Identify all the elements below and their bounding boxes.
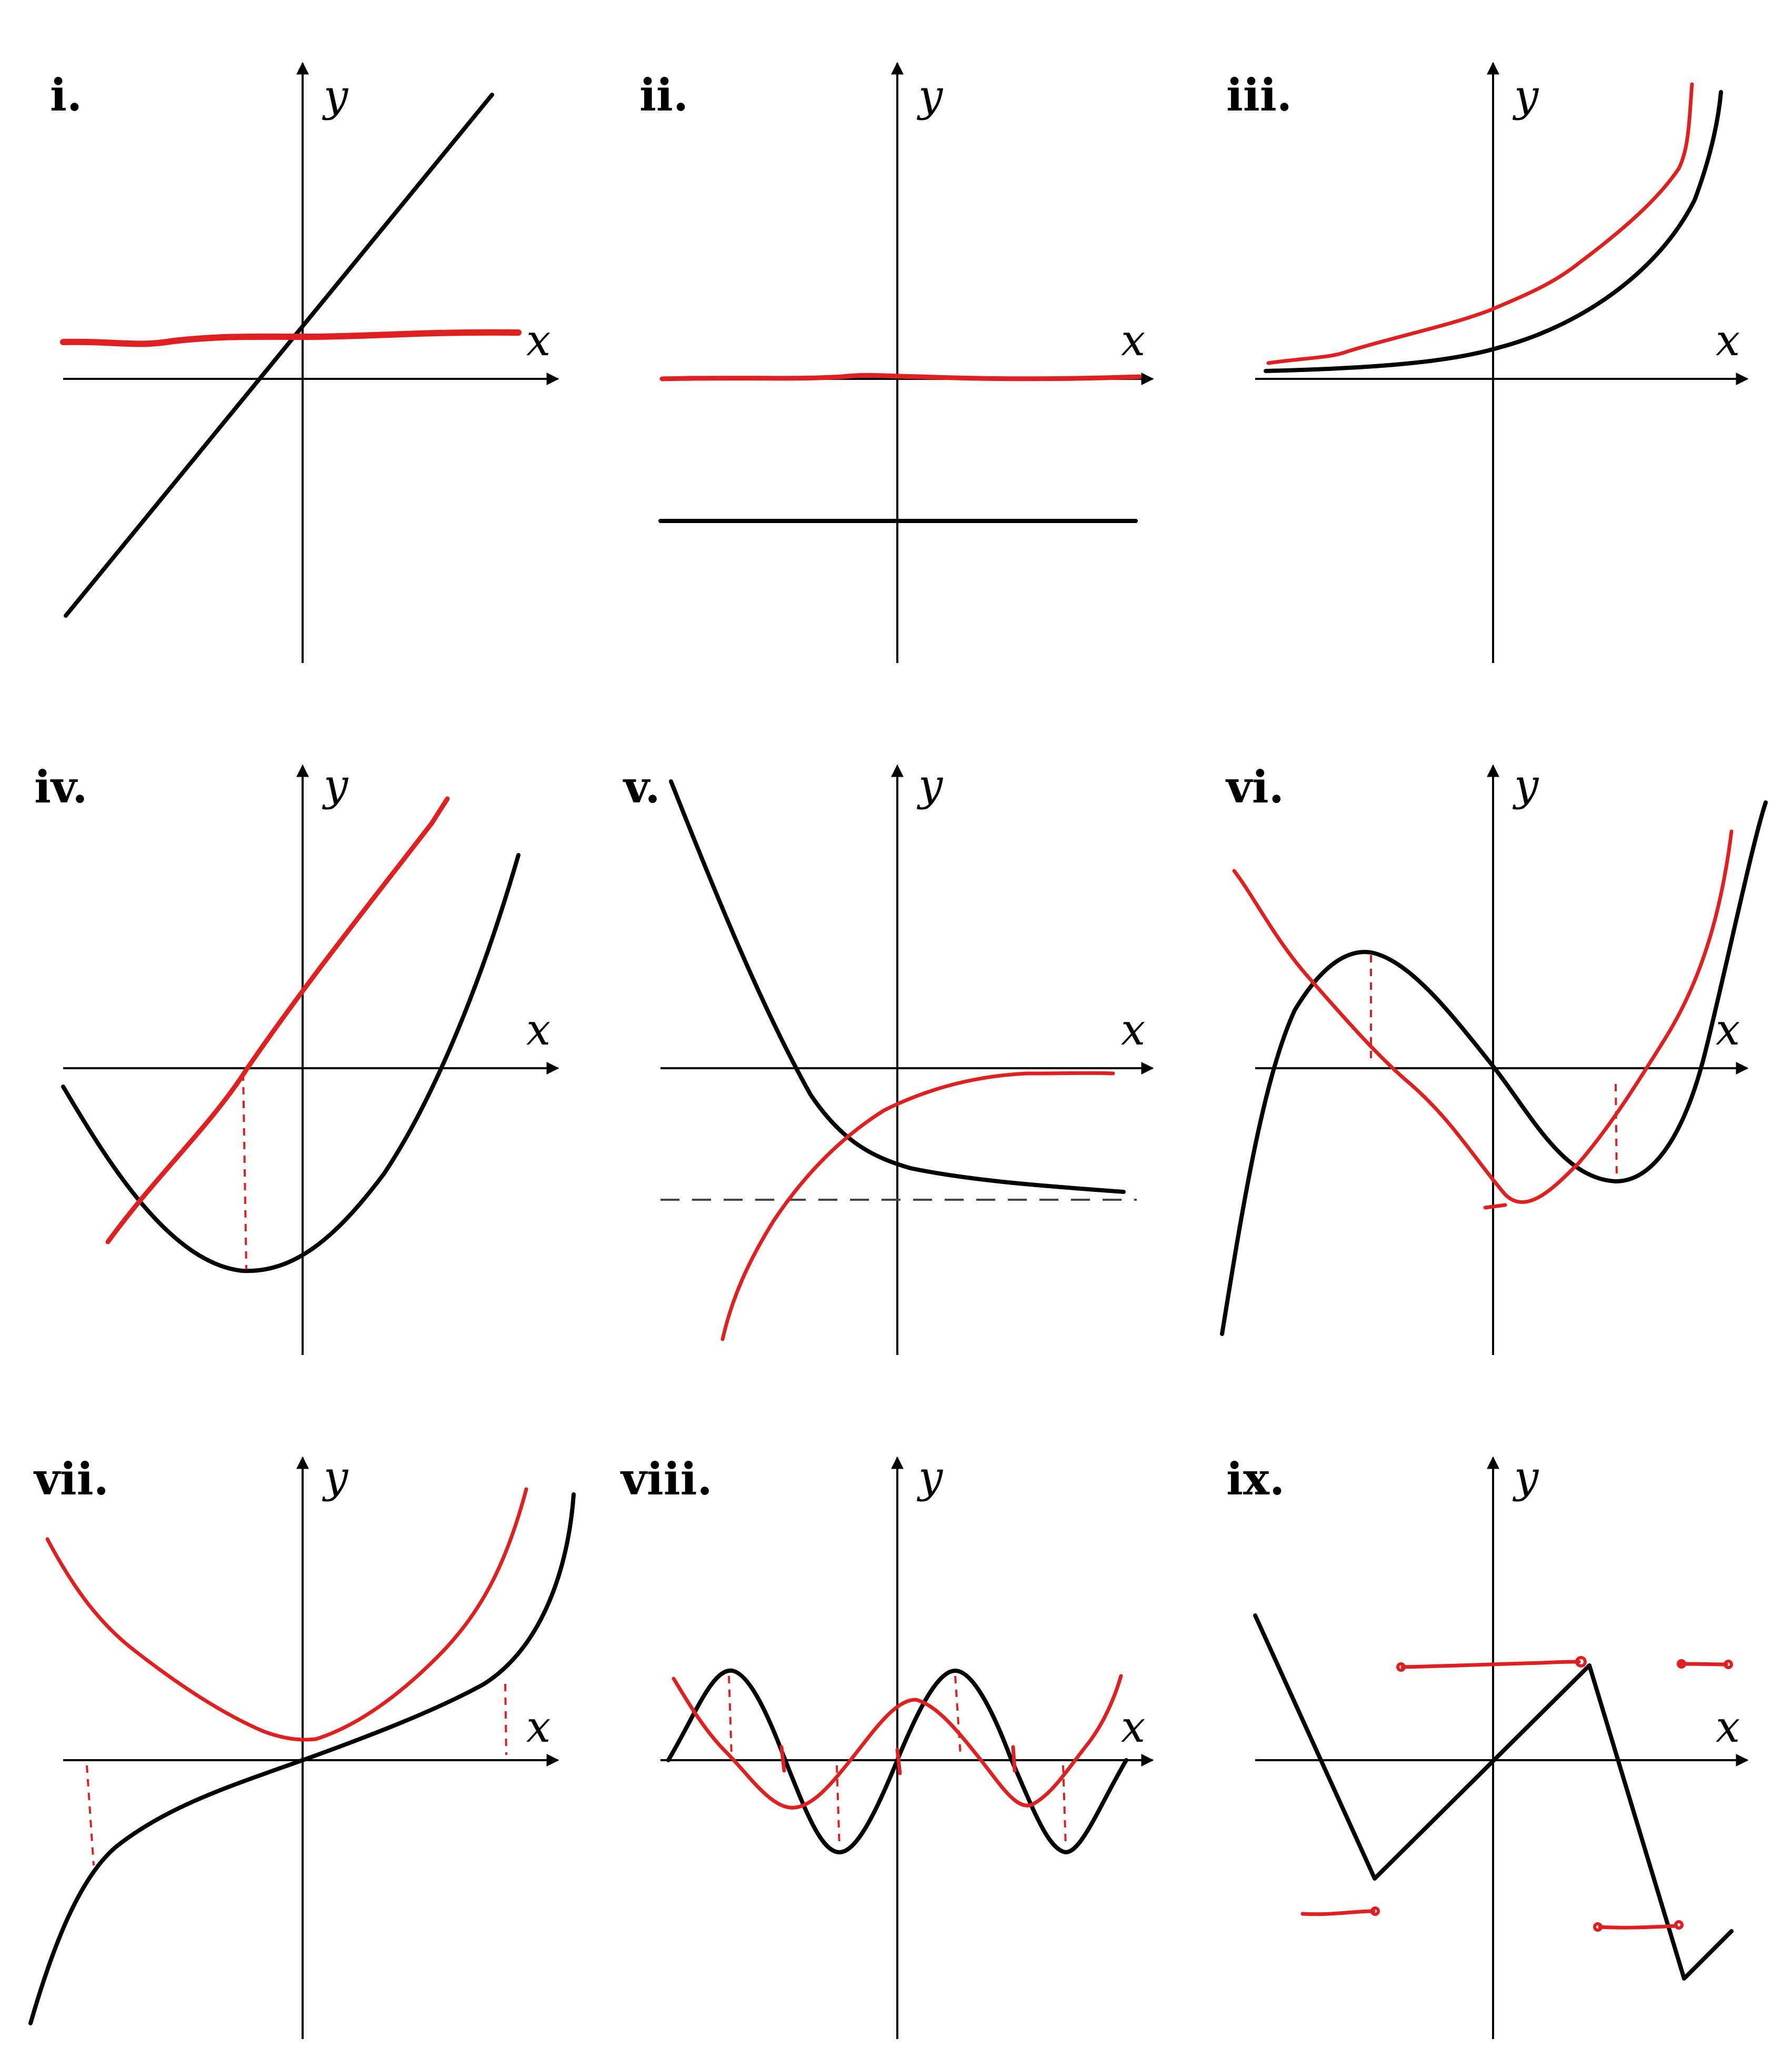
x-axis-label: x bbox=[1716, 1005, 1740, 1055]
original-curve bbox=[64, 93, 494, 618]
x-axis-label: x bbox=[1121, 316, 1145, 366]
x-axis-label: x bbox=[1121, 1005, 1145, 1055]
y-axis-label: y bbox=[916, 1452, 944, 1502]
derivative-sketch-segment bbox=[1598, 1924, 1678, 1930]
panel-ix: ix. x y bbox=[1226, 1452, 1749, 2039]
x-axis-label: x bbox=[1716, 1702, 1740, 1752]
derivative-sketch bbox=[1232, 829, 1734, 1204]
panel-label-v: v. bbox=[623, 761, 660, 813]
panel-vi: vi. x y bbox=[1220, 760, 1768, 1355]
endpoint-circle bbox=[1593, 1922, 1603, 1932]
panel-i: i. x y bbox=[50, 62, 559, 663]
endpoint-circle bbox=[1724, 1660, 1733, 1669]
panel-vii: vii. x y bbox=[28, 1452, 576, 2039]
guide-line bbox=[504, 1683, 507, 1755]
original-curve bbox=[1220, 800, 1768, 1336]
original-curve bbox=[669, 779, 1126, 1194]
panel-viii: viii. x y bbox=[620, 1452, 1154, 2039]
y-axis-label: y bbox=[322, 71, 349, 121]
panel-v: v. x y bbox=[623, 760, 1154, 1355]
guide-line bbox=[86, 1765, 95, 1866]
y-axis-label: y bbox=[322, 1452, 349, 1502]
original-curve bbox=[1253, 1613, 1734, 1981]
panel-label-vii: vii. bbox=[33, 1453, 109, 1505]
y-axis-label: y bbox=[916, 760, 944, 810]
panel-label-i: i. bbox=[50, 69, 82, 121]
guide-line bbox=[954, 1675, 962, 1755]
endpoint-circle bbox=[1575, 1656, 1587, 1668]
panel-ii: ii. x y bbox=[639, 62, 1154, 663]
panel-label-ii: ii. bbox=[639, 69, 688, 121]
x-axis-label: x bbox=[1121, 1702, 1145, 1752]
guide-line bbox=[728, 1675, 733, 1755]
panel-iv: iv. x y bbox=[34, 760, 559, 1355]
derivative-sketch-segment bbox=[1300, 1909, 1376, 1916]
panel-label-iii: iii. bbox=[1226, 69, 1292, 121]
derivative-sketch bbox=[672, 1674, 1123, 1810]
sketch-tick bbox=[895, 1748, 902, 1775]
derivative-sketch-segment bbox=[1400, 1660, 1581, 1669]
panel-label-ix: ix. bbox=[1226, 1453, 1285, 1505]
y-axis-label: y bbox=[1512, 760, 1539, 810]
y-axis-label: y bbox=[322, 760, 349, 810]
original-curve bbox=[1264, 90, 1723, 373]
x-axis-label: x bbox=[1716, 316, 1740, 366]
sketch-tick bbox=[1011, 1745, 1017, 1773]
original-curve bbox=[28, 1492, 576, 2025]
x-axis-label: x bbox=[526, 1702, 550, 1752]
endpoint-circle bbox=[1677, 1659, 1686, 1669]
sketch-tick bbox=[1483, 1203, 1507, 1210]
x-axis-label: x bbox=[526, 1005, 550, 1055]
derivative-sketch bbox=[45, 1487, 528, 1742]
panel-iii: iii. x y bbox=[1226, 62, 1749, 663]
panel-label-viii: viii. bbox=[620, 1453, 713, 1505]
sketch-tick bbox=[779, 1745, 786, 1773]
derivative-sketch bbox=[659, 373, 1142, 382]
y-axis-label: y bbox=[1512, 71, 1539, 121]
x-axis-label: x bbox=[526, 316, 550, 366]
y-axis-label: y bbox=[916, 71, 944, 121]
original-curve bbox=[61, 853, 520, 1273]
panel-label-vi: vi. bbox=[1225, 761, 1284, 813]
derivative-sketch bbox=[60, 329, 522, 347]
derivative-sketch bbox=[105, 796, 450, 1244]
guide-line bbox=[242, 1073, 247, 1270]
endpoint-circle bbox=[1674, 1920, 1684, 1930]
derivative-sketch bbox=[720, 1071, 1115, 1341]
endpoint-circle bbox=[1370, 1906, 1380, 1916]
panel-label-iv: iv. bbox=[34, 761, 88, 813]
endpoint-circle bbox=[1396, 1662, 1406, 1672]
derivative-sketch bbox=[1266, 82, 1694, 365]
y-axis-label: y bbox=[1512, 1452, 1539, 1502]
guide-line bbox=[1615, 1083, 1618, 1179]
